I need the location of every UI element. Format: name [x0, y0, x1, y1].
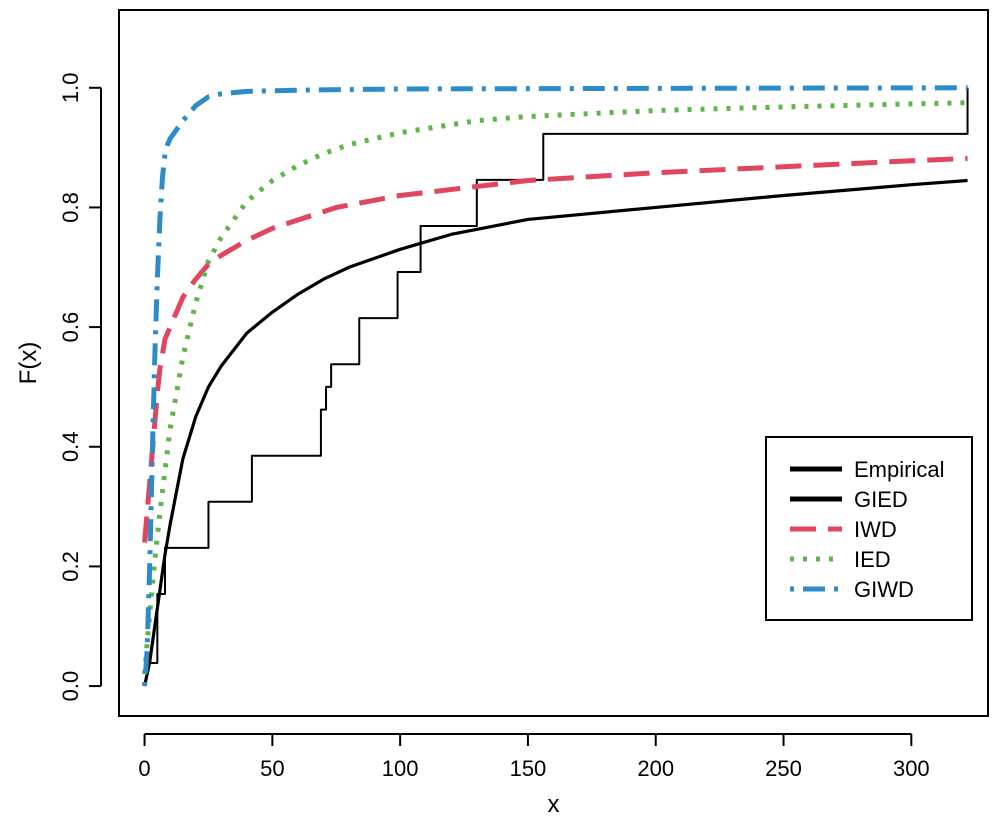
- legend-label-ied: IED: [854, 547, 891, 572]
- plot-layer: [142, 85, 969, 687]
- plot-frame: [118, 9, 989, 717]
- legend-label-gied: GIED: [854, 487, 908, 512]
- y-tick-label: 1.0: [58, 72, 83, 103]
- y-axis-title: F(x): [15, 342, 42, 385]
- x-tick-label: 250: [765, 756, 802, 781]
- x-tick-label: 200: [637, 756, 674, 781]
- x-tick-label: 150: [510, 756, 547, 781]
- y-tick-label: 0.2: [58, 551, 83, 582]
- y-tick-label: 0.8: [58, 192, 83, 223]
- legend-label-iwd: IWD: [854, 517, 897, 542]
- y-tick-label: 0.0: [58, 671, 83, 702]
- x-tick-label: 100: [382, 756, 419, 781]
- y-tick-label: 0.4: [58, 431, 83, 462]
- series-iwd-line: [142, 155, 968, 543]
- x-axis-title: x: [548, 791, 560, 818]
- legend-label-giwd: GIWD: [854, 577, 914, 602]
- x-tick-label: 0: [138, 756, 150, 781]
- legend-label-empirical: Empirical: [854, 457, 944, 482]
- y-tick-label: 0.6: [58, 312, 83, 343]
- legend: Empirical GIED IWD IED GIWD: [765, 436, 973, 621]
- series-giwd-line: [142, 85, 968, 687]
- series-gied-line: [142, 178, 968, 687]
- y-axis: 0.0 0.2 0.4 0.6 0.8 1.0: [58, 72, 102, 702]
- series-ied-line: [142, 100, 968, 675]
- x-tick-label: 50: [260, 756, 284, 781]
- x-tick-label: 300: [893, 756, 930, 781]
- x-axis: 0 50 100 150 200 250 300: [138, 733, 930, 781]
